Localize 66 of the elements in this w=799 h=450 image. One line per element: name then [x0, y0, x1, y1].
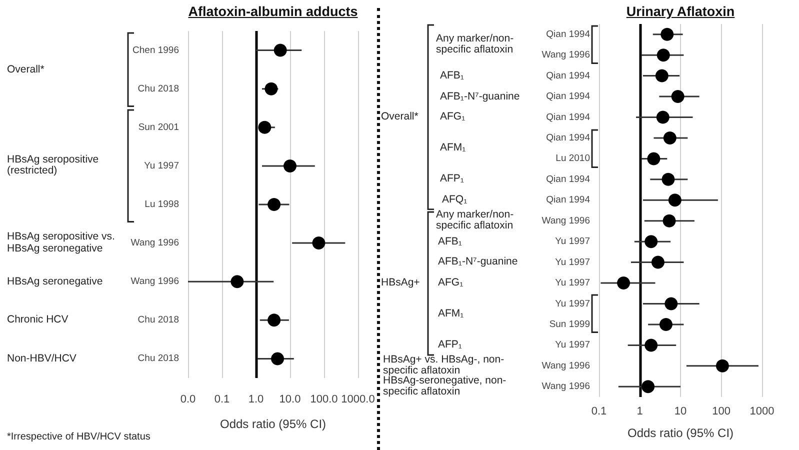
y-tick-label: Yu 1997	[555, 256, 590, 268]
y-tick-label: Qian 1994	[546, 28, 590, 40]
text: HBsAg seropositive vs. HBsAg seronegative	[7, 230, 115, 254]
x-tick-label: 10.0	[279, 394, 301, 406]
text: Any marker/non-specific aflatoxin	[436, 32, 515, 56]
y-tick-label: Qian 1994	[546, 112, 590, 123]
text: AFB₁	[440, 69, 464, 82]
x-tick-label: 1000	[750, 406, 774, 418]
y-tick-label: Wang 1996	[130, 276, 179, 288]
x-tick-label: 0.1	[591, 406, 607, 418]
y-tick-label: Wang 1996	[542, 215, 590, 226]
text: HBsAg seronegative	[7, 274, 103, 288]
y-tick-label: Sun 2001	[138, 122, 179, 133]
text: HBsAg+	[381, 276, 420, 289]
text: AFB₁-N⁷-guanine	[438, 256, 518, 268]
y-tick-label: Yu 1997	[555, 340, 590, 351]
y-tick-label: Sun 1999	[549, 318, 590, 330]
x-tick-label: 0.1	[214, 394, 230, 406]
y-tick-label: Chen 1996	[132, 44, 179, 56]
text: AFM₁	[438, 307, 464, 320]
x-tick-label: 0.0	[180, 394, 196, 406]
text: Overall*	[7, 62, 44, 76]
text: AFB₁	[438, 234, 462, 248]
text: AFP₁	[438, 338, 462, 351]
text: HBsAg seropositive (restricted)	[7, 153, 100, 178]
y-tick-label: Lu 1998	[144, 199, 179, 210]
x-tick-label: 1000.0	[341, 394, 375, 406]
y-tick-label: Wang 1996	[542, 360, 590, 372]
text: AFG₁	[440, 110, 466, 123]
x-tick-label: 100	[712, 406, 730, 418]
text: HBsAg-seronegative, non-specific aflatoxin	[383, 374, 508, 398]
text: AFP₁	[440, 172, 464, 186]
x-tick-label: 100.0	[310, 394, 338, 406]
text: Chronic HCV	[7, 313, 68, 326]
text: HBsAg+ vs. HBsAg-, non-specific aflatoxin	[383, 353, 506, 377]
text: Overall*	[381, 110, 418, 123]
y-tick-label: Yu 1997	[555, 278, 590, 289]
x-tick-label: 1	[636, 406, 643, 418]
x-tick-label: 1.0	[248, 394, 264, 406]
text: AFM₁	[440, 142, 466, 154]
text: AFB₁-N⁷-guanine	[440, 90, 520, 102]
chart-title: Aflatoxin-albumin adducts	[187, 4, 359, 19]
text: Non-HBV/HCV	[7, 352, 76, 364]
y-tick-label: Qian 1994	[546, 174, 590, 185]
y-tick-label: Chu 2018	[138, 353, 179, 364]
y-tick-label: Chu 2018	[138, 83, 179, 94]
chart-title: Urinary Aflatoxin	[625, 4, 736, 19]
x-tick-label: 10	[674, 406, 687, 418]
y-tick-label: Yu 1997	[555, 298, 590, 310]
x-axis-title: Odds ratio (95% CI)	[220, 417, 326, 431]
y-tick-label: Wang 1996	[130, 238, 179, 249]
y-tick-label: Yu 1997	[144, 160, 179, 172]
y-tick-label: Wang 1996	[542, 381, 590, 392]
y-tick-label: Yu 1997	[555, 236, 590, 248]
y-tick-label: Qian 1994	[546, 194, 590, 206]
y-tick-label: Qian 1994	[546, 70, 590, 82]
x-axis-title: Odds ratio (95% CI)	[627, 426, 734, 440]
text: Any marker/non-specific aflatoxin	[436, 208, 515, 232]
y-tick-label: Qian 1994	[546, 91, 590, 102]
y-tick-label: Qian 1994	[546, 132, 590, 144]
text: AFQ₁	[442, 193, 468, 206]
y-tick-label: Wang 1996	[542, 50, 590, 61]
text: AFG₁	[438, 276, 464, 289]
y-tick-label: Chu 2018	[138, 314, 179, 326]
text: *Irrespective of HBV/HCV status	[7, 431, 150, 443]
y-tick-label: Lu 2010	[556, 153, 590, 164]
